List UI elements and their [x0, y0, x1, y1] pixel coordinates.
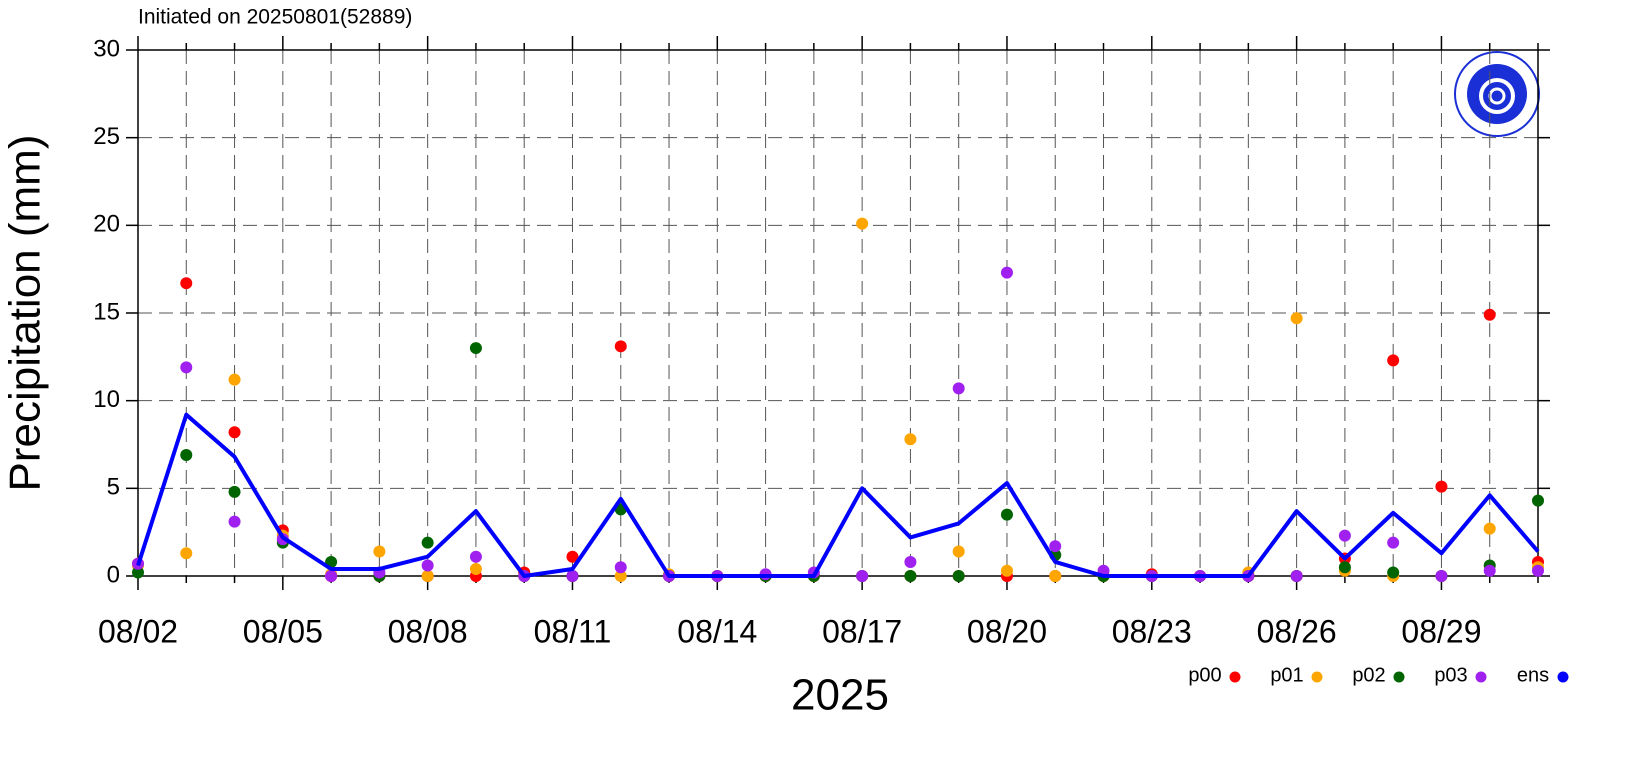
legend-marker — [1311, 671, 1323, 683]
data-point — [1387, 536, 1400, 549]
x-tick-label: 08/05 — [243, 613, 323, 649]
data-point — [1483, 522, 1496, 535]
data-point — [180, 547, 193, 560]
legend-marker — [1229, 671, 1241, 683]
x-tick-label: 08/26 — [1257, 613, 1337, 649]
logo — [1454, 51, 1540, 137]
y-tick-label: 20 — [93, 211, 120, 238]
data-point — [228, 515, 241, 528]
data-point — [1532, 564, 1544, 577]
data-point — [904, 555, 917, 568]
data-point — [228, 426, 241, 439]
data-point — [421, 536, 434, 549]
x-tick-label: 08/02 — [98, 613, 178, 649]
chart-title: Initiated on 20250801(52889) — [138, 6, 412, 29]
legend-marker — [1393, 671, 1405, 683]
x-tick-label: 08/17 — [822, 613, 902, 649]
data-point — [1435, 480, 1448, 493]
data-point — [952, 545, 965, 558]
data-point — [469, 342, 482, 355]
legend-label: p03 — [1434, 664, 1467, 686]
data-point — [228, 373, 241, 386]
plot-frame — [137, 49, 1539, 577]
data-point — [856, 570, 869, 582]
x-tick-label: 08/14 — [677, 613, 757, 649]
data-point — [1338, 529, 1351, 542]
x-tick-label: 08/11 — [534, 613, 612, 649]
y-tick-label: 15 — [93, 298, 120, 325]
data-point — [469, 562, 482, 575]
legend-label: ens — [1517, 664, 1549, 686]
data-point — [325, 570, 338, 582]
data-point — [1483, 308, 1496, 321]
data-point — [469, 550, 482, 563]
data-point — [614, 340, 627, 353]
data-point — [132, 566, 144, 579]
y-tick-label: 10 — [93, 386, 120, 413]
legend-marker — [1557, 671, 1569, 683]
data-point — [1049, 570, 1062, 582]
data-point — [566, 570, 579, 582]
data-point — [614, 570, 627, 582]
data-point — [614, 561, 627, 574]
y-tick-label: 5 — [107, 474, 120, 501]
data-point — [180, 361, 193, 374]
data-point — [1290, 570, 1303, 582]
data-point — [1435, 570, 1448, 582]
data-point — [421, 570, 434, 582]
y-axis-label: Precipitation (mm) — [1, 135, 50, 492]
x-tick-label: 08/08 — [388, 613, 468, 649]
legend-label: p02 — [1352, 664, 1385, 686]
y-tick-label: 25 — [93, 123, 120, 150]
legend-label: p01 — [1270, 664, 1303, 686]
y-tick-label: 30 — [93, 35, 120, 62]
data-point — [1049, 540, 1062, 553]
data-point — [1000, 508, 1013, 521]
data-point — [1387, 354, 1400, 367]
data-point — [1290, 312, 1303, 325]
data-point — [180, 449, 193, 462]
data-point — [952, 382, 965, 395]
data-point — [373, 545, 386, 558]
data-point — [180, 277, 193, 290]
data-point — [1000, 564, 1013, 577]
data-point — [1387, 566, 1400, 579]
data-point — [1338, 561, 1351, 574]
data-point — [856, 217, 869, 230]
legend-marker — [1475, 671, 1487, 683]
x-tick-label: 08/20 — [967, 613, 1047, 649]
data-point — [1532, 494, 1544, 507]
data-point — [1000, 266, 1013, 279]
x-axis-label: 2025 — [791, 671, 889, 720]
data-point — [421, 559, 434, 572]
data-point — [1483, 564, 1496, 577]
data-point — [228, 485, 241, 498]
data-point — [952, 570, 965, 582]
y-tick-label: 0 — [107, 561, 120, 588]
data-point — [904, 433, 917, 446]
ens-line — [136, 412, 1540, 578]
x-tick-label: 08/23 — [1112, 613, 1192, 649]
data-point — [566, 550, 579, 563]
legend-label: p00 — [1188, 664, 1221, 686]
x-tick-label: 08/29 — [1401, 613, 1481, 649]
data-point — [904, 570, 917, 582]
